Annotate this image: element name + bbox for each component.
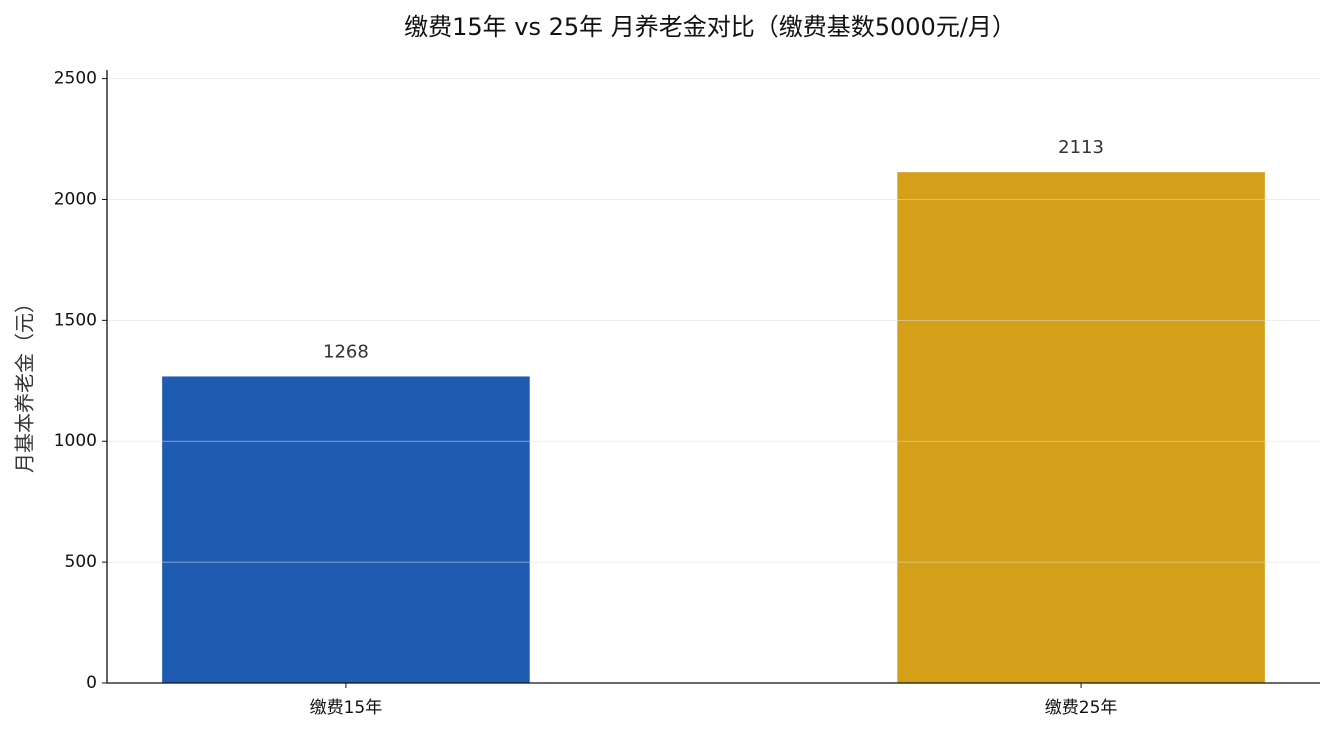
x-tick-label: 缴费25年: [1045, 698, 1118, 718]
y-tick-label: 0: [86, 673, 97, 693]
y-tick-label: 1500: [54, 310, 97, 330]
y-tick-label: 500: [65, 552, 97, 572]
y-tick-label: 1000: [54, 431, 97, 451]
data-label: 1268: [323, 341, 369, 362]
y-axis-label: 月基本养老金（元）: [13, 293, 37, 473]
y-tick-label: 2500: [54, 69, 97, 89]
x-tick-label: 缴费15年: [310, 698, 383, 718]
data-label: 2113: [1058, 137, 1104, 158]
bar: [897, 172, 1265, 683]
y-tick-label: 2000: [54, 189, 97, 209]
bar: [162, 376, 530, 683]
chart-title: 缴费15年 vs 25年 月养老金对比（缴费基数5000元/月）: [404, 13, 1016, 41]
